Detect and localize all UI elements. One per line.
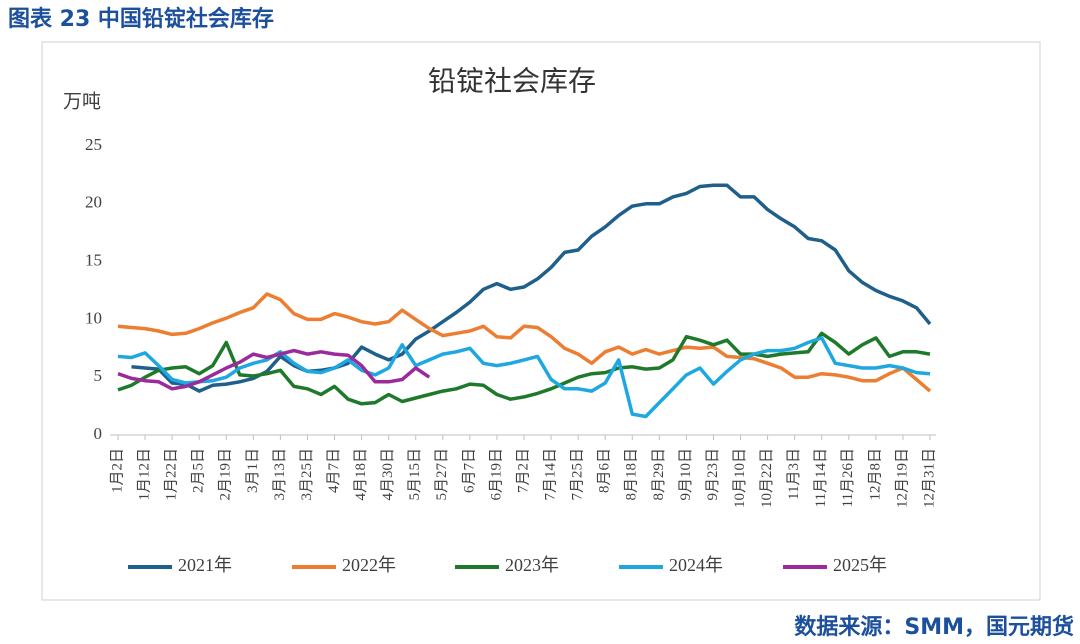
x-tick-label: 1月12日 [137, 448, 153, 501]
x-tick-label: 7月25日 [570, 448, 586, 501]
y-tick-label: 5 [94, 366, 103, 385]
y-tick-label: 10 [85, 308, 102, 327]
legend-label: 2022年 [342, 555, 396, 575]
series-line [117, 292, 932, 393]
x-tick-label: 10月10日 [732, 448, 748, 508]
x-tick-label: 8月6日 [597, 448, 613, 493]
x-tick-label: 4月30日 [380, 448, 396, 501]
source-note: 数据来源：SMM，国元期货 [794, 614, 1074, 640]
x-tick-label: 3月13日 [272, 448, 288, 501]
x-tick-label: 7月2日 [515, 448, 531, 493]
x-tick-label: 7月14日 [543, 448, 559, 501]
x-tick-label: 3月25日 [299, 448, 315, 501]
series-line [117, 331, 931, 406]
y-tick-label: 25 [85, 135, 102, 154]
legend-label: 2021年 [178, 555, 232, 575]
x-tick-label: 9月10日 [678, 448, 694, 501]
x-tick-label: 12月19日 [894, 448, 910, 508]
x-tick-label: 2月5日 [191, 448, 207, 493]
x-tick-label: 11月26日 [840, 448, 856, 507]
x-tick-label: 11月14日 [813, 448, 829, 507]
y-tick-label: 20 [85, 193, 102, 212]
series-line [131, 183, 932, 393]
x-tick-label: 8月18日 [624, 448, 640, 501]
x-tick-label: 8月29日 [651, 448, 667, 501]
x-tick-label: 6月7日 [461, 448, 477, 493]
y-axis-label: 万吨 [63, 90, 101, 112]
x-tick-label: 5月15日 [407, 448, 423, 501]
chart-frame [41, 41, 1041, 601]
y-tick-label: 15 [85, 251, 102, 270]
legend-label: 2025年 [833, 555, 887, 575]
legend-label: 2024年 [669, 555, 723, 575]
x-tick-label: 4月7日 [326, 448, 342, 493]
series-line [117, 348, 431, 391]
x-tick-label: 3月1日 [245, 448, 261, 493]
y-tick-label: 0 [94, 424, 103, 443]
legend-label: 2023年 [505, 555, 559, 575]
x-tick-label: 10月22日 [759, 448, 775, 508]
x-tick-label: 5月27日 [434, 448, 450, 501]
figure-title: 图表 23 中国铅锭社会库存 [8, 6, 274, 32]
series-line [117, 336, 931, 419]
chart-title: 铅锭社会库存 [428, 65, 596, 97]
x-tick-label: 11月3日 [786, 448, 802, 500]
x-tick-label: 12月31日 [921, 448, 937, 508]
x-tick-label: 12月8日 [867, 448, 883, 501]
x-tick-label: 1月2日 [109, 448, 125, 493]
x-tick-label: 1月22日 [164, 448, 180, 501]
x-tick-label: 9月23日 [705, 448, 721, 501]
x-tick-label: 2月19日 [218, 448, 234, 501]
x-tick-label: 4月18日 [353, 448, 369, 501]
x-tick-label: 6月19日 [488, 448, 504, 501]
